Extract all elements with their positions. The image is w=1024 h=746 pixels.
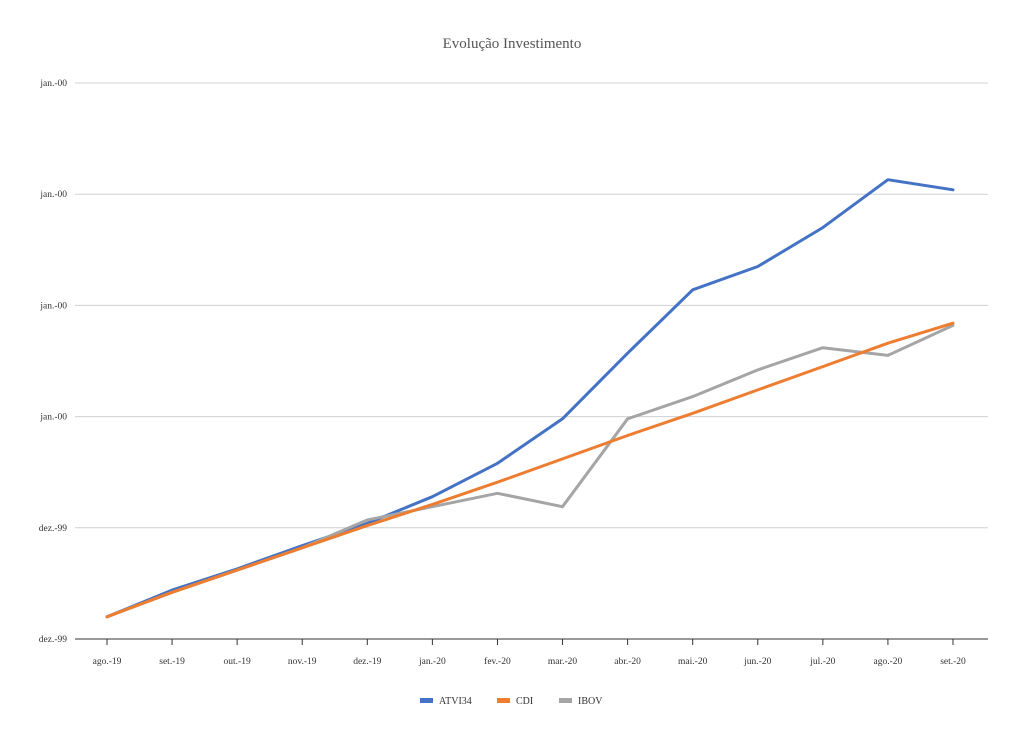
series-line-atvi34 xyxy=(105,178,955,619)
x-tick-label: ago.-19 xyxy=(93,657,122,667)
legend-swatch-ibov xyxy=(559,698,572,703)
x-tick-label: ago.-20 xyxy=(874,657,903,667)
x-tick-label: mar.-20 xyxy=(548,657,578,667)
x-tick-label: jul.-20 xyxy=(809,657,835,667)
x-tick-label: mai.-20 xyxy=(678,657,708,667)
legend-swatch-atvi34 xyxy=(420,698,433,703)
grid-layer xyxy=(75,82,988,529)
series-layer xyxy=(105,178,955,619)
x-tick-label: abr.-20 xyxy=(614,657,641,667)
y-tick-label: dez.-99 xyxy=(39,524,67,534)
legend-label-atvi34: ATVI34 xyxy=(439,696,472,707)
y-axis-ticks: dez.-99 dez.-99 jan.-00 jan.-00 jan.-00 jan.-… xyxy=(39,79,67,645)
y-tick-label: jan.-00 xyxy=(39,79,67,89)
series-line-cdi xyxy=(105,321,955,619)
legend-label-cdi: CDI xyxy=(516,696,533,707)
y-tick-label: jan.-00 xyxy=(39,413,67,423)
y-tick-label: jan.-00 xyxy=(39,190,67,200)
x-tick-label: jan.-20 xyxy=(418,657,446,667)
y-tick-label: dez.-99 xyxy=(39,635,67,645)
legend: ATVI34 CDI IBOV xyxy=(420,696,603,707)
x-tick-label: set.-20 xyxy=(940,657,966,667)
x-tick-label: jun.-20 xyxy=(743,657,771,667)
x-axis-ticks: ago.-19 set.-19 out.-19 nov.-19 dez.-19 jan.-… xyxy=(93,639,966,667)
x-tick-label: out.-19 xyxy=(224,657,251,667)
x-tick-label: set.-19 xyxy=(159,657,185,667)
legend-label-ibov: IBOV xyxy=(578,696,603,707)
x-tick-label: nov.-19 xyxy=(288,657,317,667)
legend-swatch-cdi xyxy=(497,698,510,703)
chart-title: Evolução Investimento xyxy=(442,36,582,52)
x-tick-label: fev.-20 xyxy=(484,656,511,667)
y-tick-label: jan.-00 xyxy=(39,301,67,311)
x-tick-label: dez.-19 xyxy=(353,657,381,667)
